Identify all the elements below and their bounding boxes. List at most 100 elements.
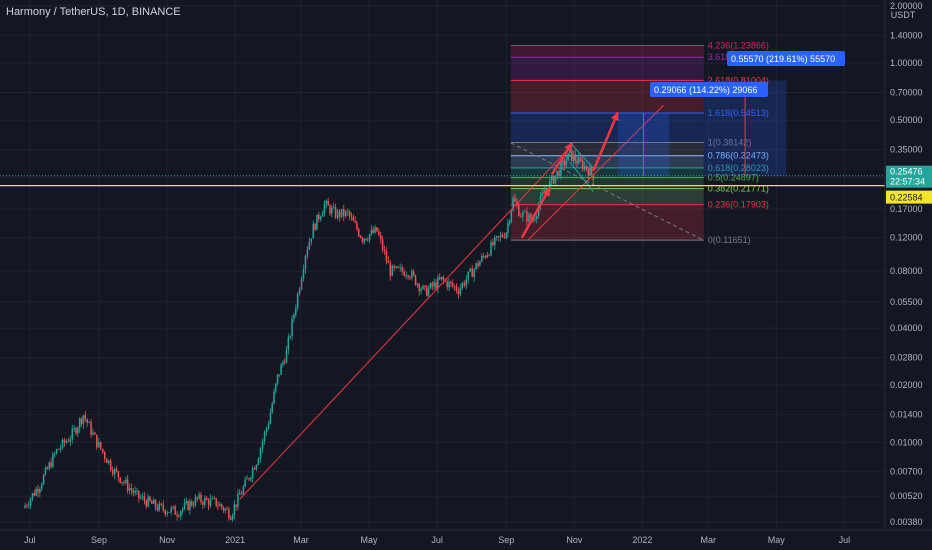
candle-body bbox=[332, 207, 335, 208]
y-tick-label: 0.01000 bbox=[890, 437, 923, 447]
x-tick-label: Nov bbox=[566, 535, 583, 545]
candle-body bbox=[29, 498, 32, 506]
candle-body bbox=[494, 237, 496, 246]
candle-body bbox=[145, 500, 148, 507]
candle-body bbox=[461, 282, 464, 288]
candle-body bbox=[370, 229, 373, 235]
candle-body bbox=[554, 175, 557, 184]
y-tick-label: 0.01400 bbox=[890, 410, 923, 420]
candle-body bbox=[329, 205, 331, 214]
candle-body bbox=[139, 497, 142, 499]
candle-body bbox=[174, 506, 176, 515]
fib-level-label: 0.382(0.21771) bbox=[708, 184, 769, 194]
candle-body bbox=[503, 236, 506, 238]
candle-body bbox=[304, 255, 307, 270]
fib-level-label: 1.618(0.54513) bbox=[708, 108, 769, 118]
candle-body bbox=[192, 505, 195, 507]
candle-body bbox=[143, 496, 146, 501]
candle-body bbox=[158, 503, 161, 511]
candle-body bbox=[67, 441, 70, 443]
candle-body bbox=[482, 255, 485, 257]
candle-body bbox=[306, 249, 309, 256]
candle-body bbox=[327, 200, 329, 206]
candle-body bbox=[255, 464, 258, 470]
candle-body bbox=[592, 174, 595, 181]
candle-body bbox=[276, 374, 279, 384]
candle-body bbox=[46, 467, 49, 470]
candle-body bbox=[383, 249, 386, 252]
candle-body bbox=[166, 512, 168, 515]
x-tick-label: Mar bbox=[701, 535, 717, 545]
candle-body bbox=[130, 488, 133, 491]
candle-body bbox=[338, 210, 341, 217]
candle-body bbox=[185, 501, 188, 503]
candle-body bbox=[39, 488, 41, 493]
candle-body bbox=[433, 282, 435, 287]
candle-body bbox=[569, 149, 571, 154]
y-tick-label: 0.70000 bbox=[890, 87, 923, 97]
fib-level-label: 0(0.11651) bbox=[708, 235, 751, 245]
candle-body bbox=[217, 505, 219, 507]
candle-body bbox=[508, 221, 511, 224]
flag-upper-line bbox=[569, 142, 594, 169]
candle-body bbox=[567, 153, 569, 161]
candle-body bbox=[343, 208, 345, 217]
candle-body bbox=[273, 391, 275, 404]
candle-body bbox=[162, 504, 165, 510]
candle-body bbox=[411, 271, 413, 278]
candle-body bbox=[480, 255, 483, 262]
candle-body bbox=[471, 268, 473, 278]
candle-body bbox=[578, 157, 580, 164]
candle-body bbox=[518, 205, 520, 217]
candle-body bbox=[222, 507, 225, 511]
candle-body bbox=[26, 505, 28, 507]
candle-body bbox=[495, 236, 498, 238]
candle-body bbox=[109, 460, 112, 470]
candle-body bbox=[52, 454, 54, 468]
candle-body bbox=[231, 514, 234, 520]
candle-body bbox=[251, 468, 254, 478]
candle-body bbox=[132, 490, 134, 494]
candle-body bbox=[283, 362, 286, 363]
candle-body bbox=[399, 267, 401, 268]
candle-body bbox=[84, 415, 87, 420]
candle-body bbox=[71, 429, 74, 440]
candle-body bbox=[220, 504, 223, 508]
candle-body bbox=[27, 505, 30, 506]
candle-body bbox=[348, 211, 351, 217]
y-tick-label: 0.35000 bbox=[890, 145, 923, 155]
candle-body bbox=[113, 468, 116, 475]
fib-level-label: 2.618(0.81004) bbox=[708, 75, 769, 85]
current-price-value: 0.25476 bbox=[890, 167, 923, 177]
y-tick-label: 0.02800 bbox=[890, 353, 923, 363]
candle-body bbox=[250, 477, 252, 480]
arrow-1-head bbox=[542, 187, 550, 197]
y-tick-label: 0.17000 bbox=[890, 204, 923, 214]
price-axis bbox=[885, 0, 932, 550]
horizontal-line-value: 0.22584 bbox=[890, 193, 923, 203]
candle-body bbox=[152, 499, 155, 504]
candle-body bbox=[395, 266, 397, 268]
candle-body bbox=[198, 494, 200, 499]
candle-body bbox=[379, 235, 382, 240]
symbol-title: Harmony / TetherUS, 1D, BINANCE bbox=[6, 6, 181, 18]
candle-body bbox=[291, 318, 293, 337]
candle-body bbox=[359, 235, 362, 238]
trendline-short[interactable] bbox=[527, 104, 664, 241]
candle-body bbox=[334, 207, 337, 218]
candle-body bbox=[98, 441, 100, 448]
trendline-long[interactable] bbox=[239, 146, 571, 500]
candle-body bbox=[585, 165, 588, 170]
candle-body bbox=[233, 504, 236, 515]
candle-body bbox=[442, 276, 445, 280]
fib-zone bbox=[510, 167, 704, 178]
candle-body bbox=[552, 175, 555, 184]
candle-body bbox=[240, 493, 243, 495]
measure-label-small-bg bbox=[650, 82, 768, 97]
candle-body bbox=[94, 432, 96, 435]
y-tick-label: 0.02000 bbox=[890, 380, 923, 390]
fib-zone bbox=[510, 142, 704, 156]
candle-body bbox=[226, 508, 228, 510]
candle-body bbox=[484, 256, 487, 258]
